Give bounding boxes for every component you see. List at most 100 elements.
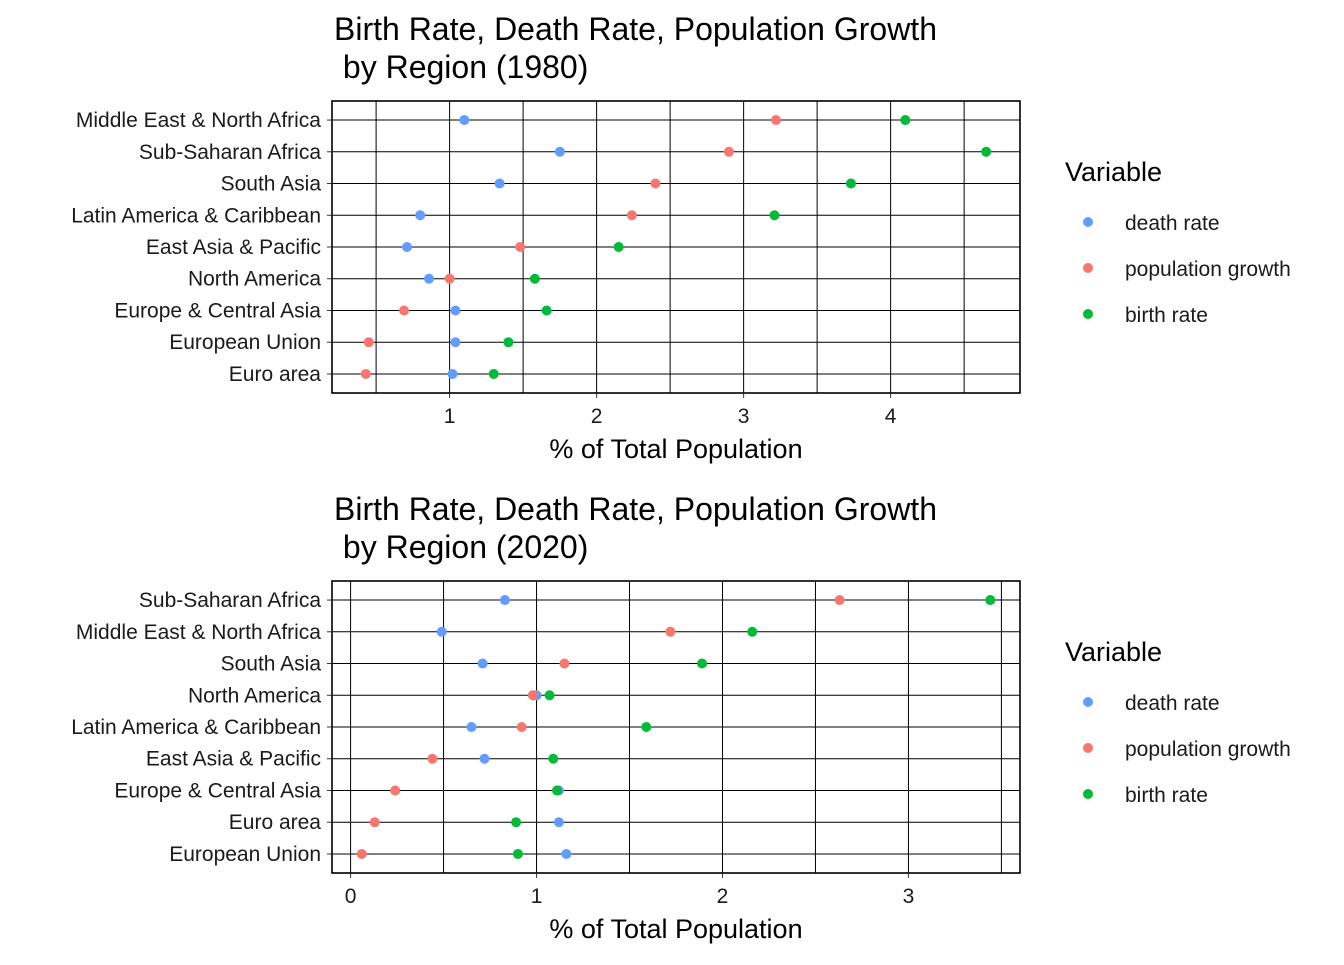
data-point-death-rate	[450, 337, 461, 348]
data-point-death-rate	[466, 722, 477, 732]
x-axis-title: % of Total Population	[549, 434, 802, 464]
data-point-death-rate	[424, 273, 435, 284]
x-tick-label: 4	[885, 405, 897, 428]
data-point-population-growth	[834, 595, 845, 606]
x-tick-label: 0	[345, 885, 357, 908]
legend-key-death-rate	[1083, 697, 1093, 707]
data-point-population-growth	[399, 305, 410, 316]
legend-label: death rate	[1125, 212, 1220, 235]
y-tick-label: Sub-Saharan Africa	[139, 141, 321, 164]
legend-key-death-rate	[1083, 217, 1093, 227]
x-tick-label: 2	[717, 885, 729, 908]
data-point-population-growth	[360, 368, 371, 379]
legend-label: population growth	[1125, 738, 1291, 761]
legend-key-birth-rate	[1083, 309, 1093, 319]
legend-label: birth rate	[1125, 304, 1208, 327]
data-point-population-growth	[559, 658, 570, 669]
x-tick-label: 2	[591, 405, 603, 428]
data-point-birth-rate	[845, 178, 856, 189]
x-tick-label: 3	[903, 885, 915, 908]
y-tick-label: North America	[188, 684, 321, 707]
data-point-population-growth	[515, 242, 526, 252]
y-tick-label: South Asia	[221, 173, 322, 196]
x-axis-title: % of Total Population	[549, 914, 802, 944]
x-tick-label: 1	[444, 405, 456, 428]
data-point-birth-rate	[769, 210, 780, 221]
data-point-population-growth	[626, 210, 637, 221]
legend-key-population-growth	[1083, 743, 1093, 753]
chart-panel: Birth Rate, Death Rate, Population Growt…	[71, 491, 1291, 944]
y-tick-label: Europe & Central Asia	[114, 299, 321, 322]
data-point-birth-rate	[512, 848, 523, 859]
data-point-birth-rate	[511, 817, 522, 828]
data-point-population-growth	[723, 146, 734, 157]
data-point-birth-rate	[488, 368, 499, 379]
data-point-population-growth	[770, 115, 781, 126]
y-tick-label: South Asia	[221, 653, 322, 676]
legend-title: Variable	[1065, 637, 1162, 667]
data-point-population-growth	[356, 848, 367, 859]
y-tick-label: Euro area	[229, 363, 322, 386]
data-point-birth-rate	[697, 658, 708, 669]
data-point-death-rate	[477, 658, 488, 669]
chart-title-line: by Region (2020)	[334, 529, 588, 565]
y-tick-label: European Union	[169, 331, 321, 354]
data-point-population-growth	[665, 626, 676, 637]
data-point-population-growth	[650, 178, 661, 189]
data-point-death-rate	[401, 242, 412, 252]
data-point-birth-rate	[551, 785, 562, 796]
chart-title-line: Birth Rate, Death Rate, Population Growt…	[334, 11, 937, 47]
legend-label: population growth	[1125, 258, 1291, 281]
legend-label: death rate	[1125, 692, 1220, 715]
y-tick-label: Euro area	[229, 811, 322, 834]
data-point-birth-rate	[900, 115, 911, 126]
data-point-population-growth	[444, 273, 455, 284]
data-point-death-rate	[459, 115, 470, 126]
data-point-birth-rate	[641, 722, 652, 732]
chart-panel: Birth Rate, Death Rate, Population Growt…	[71, 11, 1291, 464]
x-tick-label: 1	[531, 885, 543, 908]
data-point-population-growth	[390, 785, 401, 796]
legend-label: birth rate	[1125, 784, 1208, 807]
data-point-birth-rate	[544, 690, 555, 701]
data-point-population-growth	[363, 337, 374, 348]
data-point-death-rate	[415, 210, 426, 221]
x-tick-label: 3	[738, 405, 750, 428]
data-point-death-rate	[499, 595, 510, 606]
data-point-birth-rate	[541, 305, 552, 316]
data-point-birth-rate	[985, 595, 996, 606]
chart-title: Birth Rate, Death Rate, Population Growt…	[334, 11, 937, 85]
data-point-population-growth	[427, 753, 438, 764]
data-point-population-growth	[527, 690, 538, 701]
data-point-birth-rate	[548, 753, 559, 764]
data-point-birth-rate	[529, 273, 540, 284]
chart-title-line: by Region (1980)	[334, 49, 588, 85]
y-tick-label: East Asia & Pacific	[146, 236, 321, 259]
data-point-population-growth	[516, 722, 527, 732]
y-tick-label: Middle East & North Africa	[76, 109, 321, 132]
data-point-birth-rate	[981, 146, 992, 157]
legend-key-birth-rate	[1083, 789, 1093, 799]
data-point-death-rate	[447, 368, 458, 379]
chart-title-line: Birth Rate, Death Rate, Population Growt…	[334, 491, 937, 527]
y-tick-label: Sub-Saharan Africa	[139, 589, 321, 612]
data-point-death-rate	[561, 848, 572, 859]
data-point-death-rate	[436, 626, 447, 637]
y-tick-label: East Asia & Pacific	[146, 748, 321, 771]
data-point-death-rate	[553, 817, 564, 828]
legend-title: Variable	[1065, 157, 1162, 187]
y-tick-label: North America	[188, 268, 321, 291]
data-point-death-rate	[494, 178, 505, 189]
y-tick-label: European Union	[169, 843, 321, 866]
y-tick-label: Latin America & Caribbean	[71, 204, 321, 227]
chart-title: Birth Rate, Death Rate, Population Growt…	[334, 491, 937, 565]
data-point-birth-rate	[613, 242, 624, 252]
data-point-death-rate	[554, 146, 565, 157]
data-point-population-growth	[369, 817, 380, 828]
y-tick-label: Latin America & Caribbean	[71, 716, 321, 739]
data-point-birth-rate	[503, 337, 514, 348]
data-point-birth-rate	[747, 626, 758, 637]
data-point-death-rate	[450, 305, 461, 316]
